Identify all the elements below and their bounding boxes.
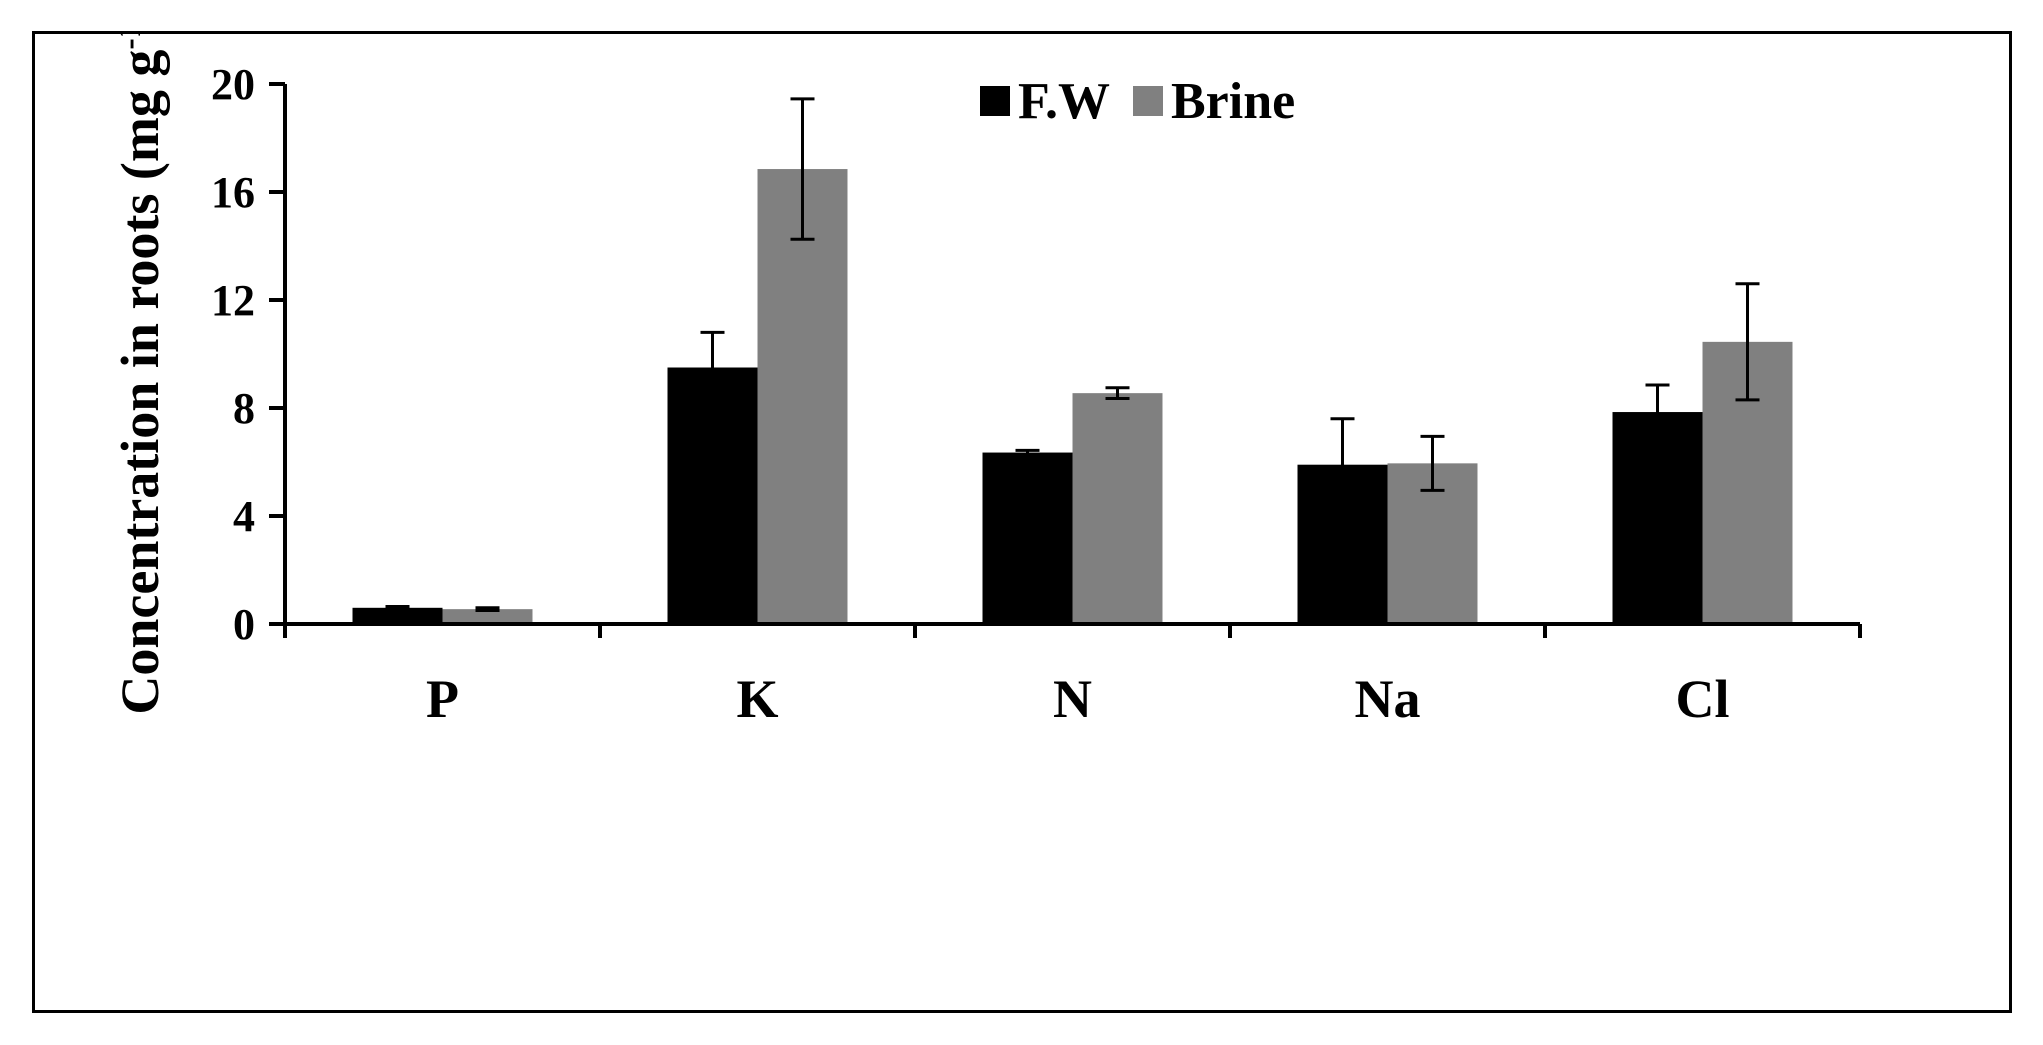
- y-axis-title: Concentration in roots (mg g-1): [110, 34, 170, 715]
- x-tick-label-na: Na: [1355, 669, 1421, 729]
- x-tick-label-cl: Cl: [1676, 669, 1730, 729]
- legend-swatch-brine: [1133, 86, 1163, 116]
- legend-label-fw: F.W: [1018, 73, 1110, 130]
- bar-brine-p: [442, 609, 533, 624]
- bar-fw-n: [982, 452, 1073, 624]
- legend-label-brine: Brine: [1171, 73, 1295, 130]
- bar-chart: P K N Na Cl 0 4 8 12 16 20 F.W Brine Concentration i…: [110, 34, 1862, 729]
- legend-swatch-fw: [980, 86, 1010, 116]
- bar-fw-k: [667, 367, 758, 624]
- y-tick-label-16: 16: [211, 168, 255, 217]
- y-tick-label-4: 4: [233, 492, 255, 541]
- y-tick-label-12: 12: [211, 276, 255, 325]
- x-tick-label-k: K: [736, 669, 778, 729]
- plot-area: P K N Na Cl 0 4 8 12 16 20 F.W Brine: [211, 60, 1862, 729]
- chart-frame: P K N Na Cl 0 4 8 12 16 20 F.W Brine Concentration i…: [32, 31, 2012, 1013]
- x-tick-label-n: N: [1053, 669, 1092, 729]
- y-tick-label-20: 20: [211, 60, 255, 109]
- bar-brine-k: [757, 169, 848, 625]
- bar-fw-p: [352, 607, 443, 624]
- y-axis-title-text: Concentration in roots (mg g: [110, 50, 170, 715]
- y-axis-title-superscript: -1: [111, 34, 148, 50]
- y-tick-label-8: 8: [233, 384, 255, 433]
- bar-fw-cl: [1612, 412, 1703, 624]
- bar-brine-n: [1072, 393, 1163, 624]
- x-tick-label-p: P: [426, 669, 459, 729]
- y-tick-label-0: 0: [233, 600, 255, 649]
